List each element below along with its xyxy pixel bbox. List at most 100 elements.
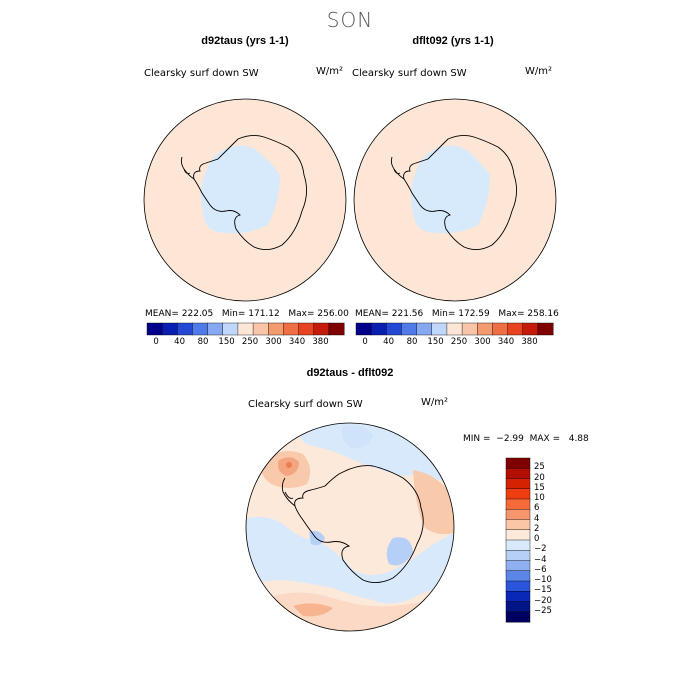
right-colorbar-swatch: [446, 322, 463, 336]
difference-colorbar-label: −25: [534, 605, 552, 616]
right-colorbar-swatch: [477, 322, 493, 336]
left-units-label: W/m²: [316, 66, 344, 77]
right-units-label: W/m²: [525, 66, 553, 77]
difference-colorbar: [505, 457, 531, 623]
difference-colorbar-label: 6: [534, 503, 540, 514]
difference-units-label: W/m²: [421, 397, 449, 408]
difference-neg-blob-south: [386, 537, 413, 566]
difference-colorbar-label: 25: [534, 462, 545, 473]
left-colorbar-swatch: [207, 322, 224, 336]
right-colorbar-swatch: [431, 322, 448, 336]
right-colorbar-swatch: [416, 322, 433, 336]
right-colorbar-tick-label: 40: [383, 337, 394, 347]
right-colorbar-swatch: [507, 322, 524, 336]
left-peninsula-coastline: [180, 156, 195, 180]
right-max: 258.16: [527, 309, 559, 319]
left-colorbar-tick-label: 150: [218, 337, 235, 347]
difference-colorbar-swatch: [505, 488, 531, 500]
difference-colorbar-label: −6: [534, 564, 547, 575]
left-colorbar-swatch: [313, 322, 330, 336]
right-variable-label: Clearsky surf down SW: [352, 68, 467, 79]
right-mean: 221.56: [391, 309, 424, 319]
left-panel-title: d92taus (yrs 1-1): [201, 35, 289, 47]
difference-variable-label: Clearsky surf down SW: [248, 399, 363, 410]
right-colorbar-swatch: [492, 322, 509, 336]
right-colorbar-tick-label: 80: [406, 337, 418, 347]
difference-colorbar-swatch: [505, 580, 531, 592]
left-colorbar-tick-label: 0: [153, 337, 159, 347]
right-min: 172.59: [458, 309, 490, 319]
right-colorbar-swatch: [355, 322, 372, 336]
left-colorbar-swatch: [146, 322, 163, 336]
difference-colorbar-swatch: [505, 468, 531, 480]
difference-peninsula-coastline: [281, 477, 296, 507]
difference-colorbar-label: −10: [534, 575, 552, 585]
difference-colorbar-label: −2: [534, 544, 547, 555]
left-colorbar-swatch: [283, 322, 300, 336]
right-stats: MEAN= 221.56 Min= 172.59 Max= 258.16: [355, 309, 559, 319]
difference-colorbar-label: 4: [534, 513, 540, 524]
left-colorbar-swatch: [237, 322, 254, 336]
right-colorbar-tick-label: 380: [521, 337, 538, 347]
right-antarctic-coastline: [403, 134, 517, 250]
right-colorbar-tick-label: 300: [474, 337, 491, 347]
left-colorbar-tick-label: 250: [241, 337, 259, 347]
difference-colorbar-swatch: [505, 509, 531, 521]
right-colorbar-swatch: [522, 322, 539, 336]
difference-colorbar-label: 20: [534, 472, 545, 483]
right-map-border: [353, 98, 557, 302]
right-colorbar-ticks: 0 40 80 150 250 300 340 380: [356, 337, 553, 349]
right-peninsula-coastline: [390, 156, 405, 180]
figure-season-title: SON: [326, 8, 374, 32]
left-colorbar-swatch: [328, 322, 345, 336]
left-variable-label: Clearsky surf down SW: [144, 68, 259, 79]
difference-colorbar-swatch: [505, 519, 531, 531]
right-colorbar-swatch: [537, 322, 554, 336]
left-colorbar-ticks: 0 40 80 150 250 300 340 380: [147, 337, 344, 349]
difference-neg-blob-top: [342, 425, 373, 449]
left-colorbar-swatch: [222, 322, 239, 336]
left-colorbar-tick-label: 340: [288, 337, 306, 347]
difference-colorbar-swatch: [505, 611, 531, 623]
right-colorbar-swatch: [401, 322, 418, 336]
right-colorbar-tick-label: 250: [450, 337, 468, 347]
difference-pos-band-east: [413, 470, 454, 535]
difference-colorbar-swatch: [505, 550, 531, 562]
difference-colorbar-swatch: [505, 478, 531, 490]
left-map-border: [143, 98, 347, 302]
difference-colorbar-label: 10: [534, 493, 545, 503]
left-antarctic-coastline: [193, 134, 307, 250]
left-colorbar-swatch: [161, 322, 178, 336]
left-colorbar-swatch: [192, 322, 209, 336]
difference-pos-core-south: [293, 603, 333, 617]
left-colorbar: [146, 322, 345, 336]
left-max: 256.00: [317, 309, 349, 319]
right-polar-map: [353, 98, 557, 302]
difference-colorbar-swatch: [505, 560, 531, 572]
difference-colorbar-label: −20: [534, 595, 552, 606]
right-colorbar-tick-label: 0: [362, 337, 368, 347]
left-min: 171.12: [248, 309, 280, 319]
difference-colorbar-swatch: [505, 529, 531, 541]
left-colorbar-swatch: [252, 322, 269, 336]
right-panel-title: dflt092 (yrs 1-1): [412, 35, 494, 47]
left-colorbar-tick-label: 80: [197, 337, 209, 347]
difference-colorbar-label: 2: [534, 523, 540, 534]
difference-colorbar-label: 0: [534, 534, 540, 544]
difference-colorbar-label: 15: [534, 482, 545, 493]
difference-pos-peak: [286, 462, 292, 468]
difference-colorbar-swatch: [505, 591, 531, 603]
left-colorbar-swatch: [177, 322, 193, 336]
right-colorbar-swatch: [461, 322, 478, 336]
left-colorbar-swatch: [268, 322, 284, 336]
left-stats: MEAN= 222.05 Min= 171.12 Max= 256.00: [145, 309, 349, 319]
difference-min-value: −2.99: [496, 434, 524, 444]
difference-colorbar-swatch: [505, 539, 531, 551]
left-polar-map: [143, 98, 347, 302]
difference-neg-band-west: [246, 516, 454, 604]
left-colorbar-tick-label: 300: [265, 337, 282, 347]
difference-max-value: 4.88: [568, 434, 589, 444]
left-colorbar-swatch: [298, 322, 315, 336]
right-colorbar-swatch: [370, 322, 387, 336]
right-colorbar-swatch: [386, 322, 402, 336]
